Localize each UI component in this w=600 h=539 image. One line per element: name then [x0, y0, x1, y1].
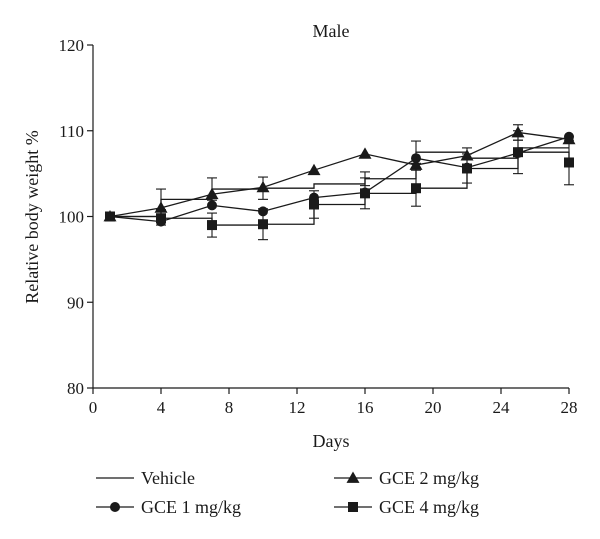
- series-3: [103, 124, 576, 222]
- y-axis-label: Relative body weight %: [22, 130, 42, 303]
- data-point: [360, 188, 370, 199]
- data-point: [307, 163, 321, 176]
- x-tick-label: 16: [357, 398, 374, 417]
- series-2: [105, 131, 574, 227]
- data-point: [309, 199, 319, 210]
- legend-item: GCE 2 mg/kg: [334, 468, 479, 488]
- data-point: [154, 201, 168, 213]
- chart-title: Male: [313, 21, 350, 41]
- legend-label: GCE 2 mg/kg: [379, 468, 479, 488]
- legend-label: Vehicle: [141, 468, 195, 488]
- legend-marker: [110, 502, 120, 512]
- legend-item: GCE 4 mg/kg: [334, 497, 479, 517]
- y-tick-label: 110: [59, 122, 84, 141]
- plot-area: [103, 124, 576, 241]
- legend-label: GCE 1 mg/kg: [141, 497, 241, 517]
- data-point: [258, 219, 268, 230]
- legend-label: GCE 4 mg/kg: [379, 497, 479, 517]
- x-axis-label: Days: [313, 431, 350, 451]
- axes: 80 90 100 110 120 0 4 8 12 16 20 24 28: [59, 36, 578, 417]
- y-tick-label: 120: [59, 36, 85, 55]
- y-tick-label: 90: [67, 293, 84, 312]
- legend-marker: [348, 502, 358, 512]
- x-tick-label: 8: [225, 398, 234, 417]
- series-line: [110, 147, 569, 218]
- x-tick-label: 24: [493, 398, 511, 417]
- series-4: [105, 130, 574, 241]
- data-point: [207, 220, 217, 231]
- data-point: [207, 200, 217, 211]
- x-tick-label: 28: [561, 398, 578, 417]
- x-tick-label: 20: [425, 398, 442, 417]
- data-point: [462, 163, 472, 174]
- x-tick-label: 4: [157, 398, 166, 417]
- data-point: [358, 147, 372, 159]
- legend-marker: [346, 471, 360, 483]
- data-point: [513, 147, 523, 158]
- data-point: [564, 157, 574, 168]
- data-point: [409, 158, 423, 170]
- legend-item: Vehicle: [96, 468, 195, 488]
- x-tick-label: 12: [289, 398, 306, 417]
- data-point: [156, 213, 166, 224]
- data-point: [411, 183, 421, 194]
- data-point: [105, 211, 115, 222]
- series-line: [110, 151, 570, 226]
- legend: Vehicle GCE 1 mg/kg GCE 2 mg/kg GCE 4 mg/kg: [96, 468, 479, 517]
- y-tick-label: 80: [67, 379, 84, 398]
- data-point: [411, 153, 421, 164]
- data-point: [562, 132, 576, 145]
- data-point: [205, 187, 219, 200]
- series-line: [109, 131, 570, 218]
- y-tick-label: 100: [59, 208, 85, 227]
- x-tick-label: 0: [89, 398, 98, 417]
- data-point: [256, 180, 270, 193]
- series-line: [109, 136, 570, 223]
- legend-item: GCE 1 mg/kg: [96, 497, 241, 517]
